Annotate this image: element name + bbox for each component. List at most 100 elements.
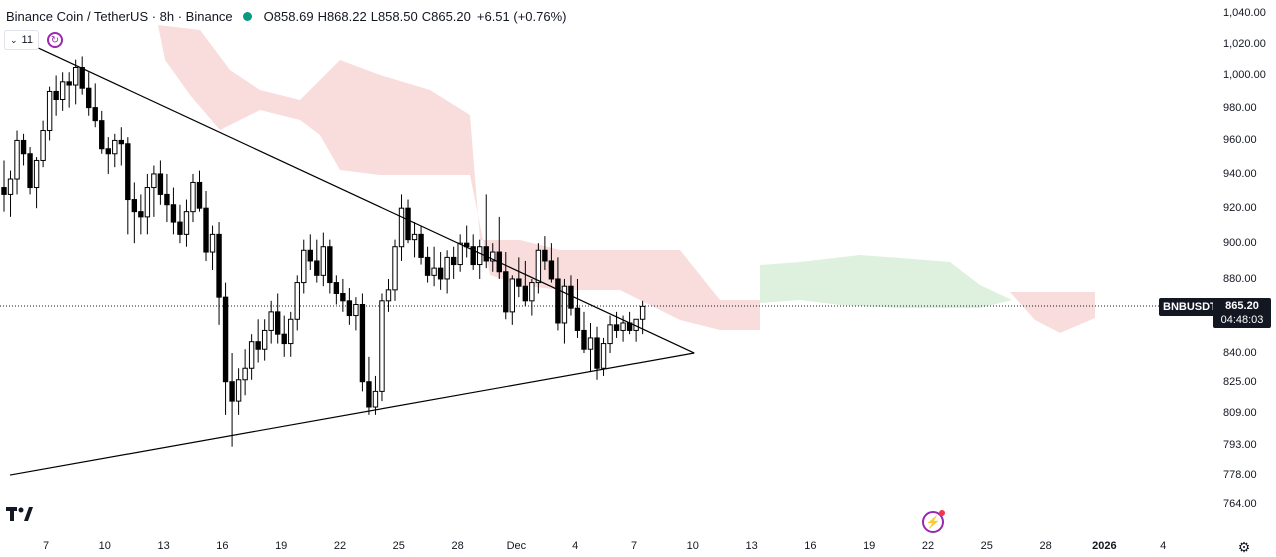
candle-body xyxy=(144,187,151,218)
candle-body xyxy=(574,307,581,331)
candle-body xyxy=(555,278,561,324)
ichimoku-cloud-bullish xyxy=(760,255,1012,308)
candle-body xyxy=(301,249,307,284)
candle-body xyxy=(288,318,294,345)
candle-body xyxy=(72,67,79,86)
candle-body xyxy=(112,139,118,155)
candle-body xyxy=(392,246,398,291)
candle-body xyxy=(229,381,235,402)
candle-body xyxy=(99,120,105,150)
time-tick-label: 13 xyxy=(745,540,758,552)
candle-body xyxy=(470,246,476,266)
chevron-down-icon[interactable]: ⌄ xyxy=(10,34,18,45)
refresh-icon[interactable]: ↻ xyxy=(46,32,63,48)
chart-legend: Binance Coin / TetherUS · 8h · Binance O… xyxy=(6,6,567,26)
candle-body xyxy=(535,249,542,284)
candle-body xyxy=(529,282,535,302)
close-value: 865.20 xyxy=(431,8,471,24)
candle-body xyxy=(437,267,444,280)
change-value: +6.51 (+0.76%) xyxy=(476,8,567,24)
candle-body xyxy=(268,311,274,331)
price-tick-label: 920.00 xyxy=(1223,202,1257,215)
price-tick-label: 778.00 xyxy=(1223,469,1257,482)
last-price: 865.20 xyxy=(1225,300,1259,312)
candle-body xyxy=(157,173,164,195)
candle-body xyxy=(59,81,66,101)
open-value: 858.69 xyxy=(273,8,314,24)
candle-body xyxy=(183,211,190,235)
candle-body xyxy=(366,381,372,408)
candle-body xyxy=(7,178,14,195)
candle-body xyxy=(359,303,366,383)
symbol-price-tag: BNBUSDT xyxy=(1159,298,1221,316)
candle-body xyxy=(1,187,7,195)
ichimoku-cloud-bearish xyxy=(158,25,760,330)
lightning-bolt-icon[interactable]: ⚡ xyxy=(922,510,945,533)
price-tick-label: 809.00 xyxy=(1223,406,1257,419)
price-tick-label: 825.00 xyxy=(1223,375,1257,388)
ascending-trendline xyxy=(9,352,695,476)
candle-body xyxy=(79,67,85,89)
indicator-toggle[interactable]: ⌄ 11 xyxy=(4,30,39,50)
candle-body xyxy=(639,305,646,320)
candle-body xyxy=(14,139,20,180)
candle-body xyxy=(242,367,248,381)
symbol-title[interactable]: Binance Coin / TetherUS · 8h · Binance xyxy=(6,8,233,24)
candle-body xyxy=(216,233,222,298)
candle-body xyxy=(503,271,509,313)
candle-body xyxy=(398,207,405,248)
candle-body xyxy=(170,204,177,223)
price-tick-label: 980.00 xyxy=(1223,101,1257,114)
gear-icon[interactable]: ⚙ xyxy=(1237,539,1251,555)
candle-body xyxy=(190,181,196,213)
candle-body xyxy=(255,341,261,350)
ichimoku-cloud-bearish-future xyxy=(1010,292,1095,333)
time-tick-label: 7 xyxy=(42,540,50,552)
candle-body xyxy=(411,233,418,241)
time-tick-label: 10 xyxy=(98,540,111,552)
candle-body xyxy=(131,199,138,213)
low-key: L xyxy=(370,8,378,24)
time-tick-label: 22 xyxy=(333,540,347,552)
close-key: C xyxy=(421,8,432,24)
open-key: O xyxy=(263,8,274,24)
candle-body xyxy=(66,81,72,86)
time-tick-label: 10 xyxy=(686,540,699,552)
candle-body xyxy=(92,107,98,122)
time-tick-label: 25 xyxy=(392,540,405,552)
candle-body xyxy=(379,300,385,392)
time-tick-label: 19 xyxy=(863,540,876,552)
tradingview-logo-icon[interactable] xyxy=(6,504,36,524)
candle-body xyxy=(151,173,157,189)
time-tick-label: Dec xyxy=(506,540,527,552)
candle-body xyxy=(372,390,379,408)
last-price-tag: 865.20 04:48:03 xyxy=(1213,298,1271,328)
candle-body xyxy=(307,249,313,262)
time-tick-label: 22 xyxy=(921,540,935,552)
time-tick-label: 25 xyxy=(980,540,993,552)
candle-body xyxy=(164,193,170,206)
candle-body xyxy=(275,311,281,335)
descending-trendline xyxy=(29,43,695,354)
candle-body xyxy=(594,337,600,369)
price-tick-label: 764.00 xyxy=(1223,498,1257,510)
candle-body xyxy=(568,285,574,309)
time-tick-label: 2026 xyxy=(1092,540,1117,552)
candle-body xyxy=(490,251,496,262)
time-tick-label: 7 xyxy=(630,540,638,552)
candle-body xyxy=(548,260,555,280)
candle-body xyxy=(125,143,131,201)
candle-body xyxy=(477,246,483,266)
price-tick-label: 940.00 xyxy=(1223,167,1257,180)
candle-body xyxy=(516,278,522,287)
candle-body xyxy=(235,379,242,402)
candle-body xyxy=(86,87,92,109)
time-tick-label: 13 xyxy=(157,540,170,552)
candle-body xyxy=(40,130,46,161)
candle-body xyxy=(177,221,183,235)
candle-body xyxy=(613,324,620,331)
candle-body xyxy=(222,296,229,383)
candle-body xyxy=(587,337,594,350)
candle-body xyxy=(600,343,607,369)
